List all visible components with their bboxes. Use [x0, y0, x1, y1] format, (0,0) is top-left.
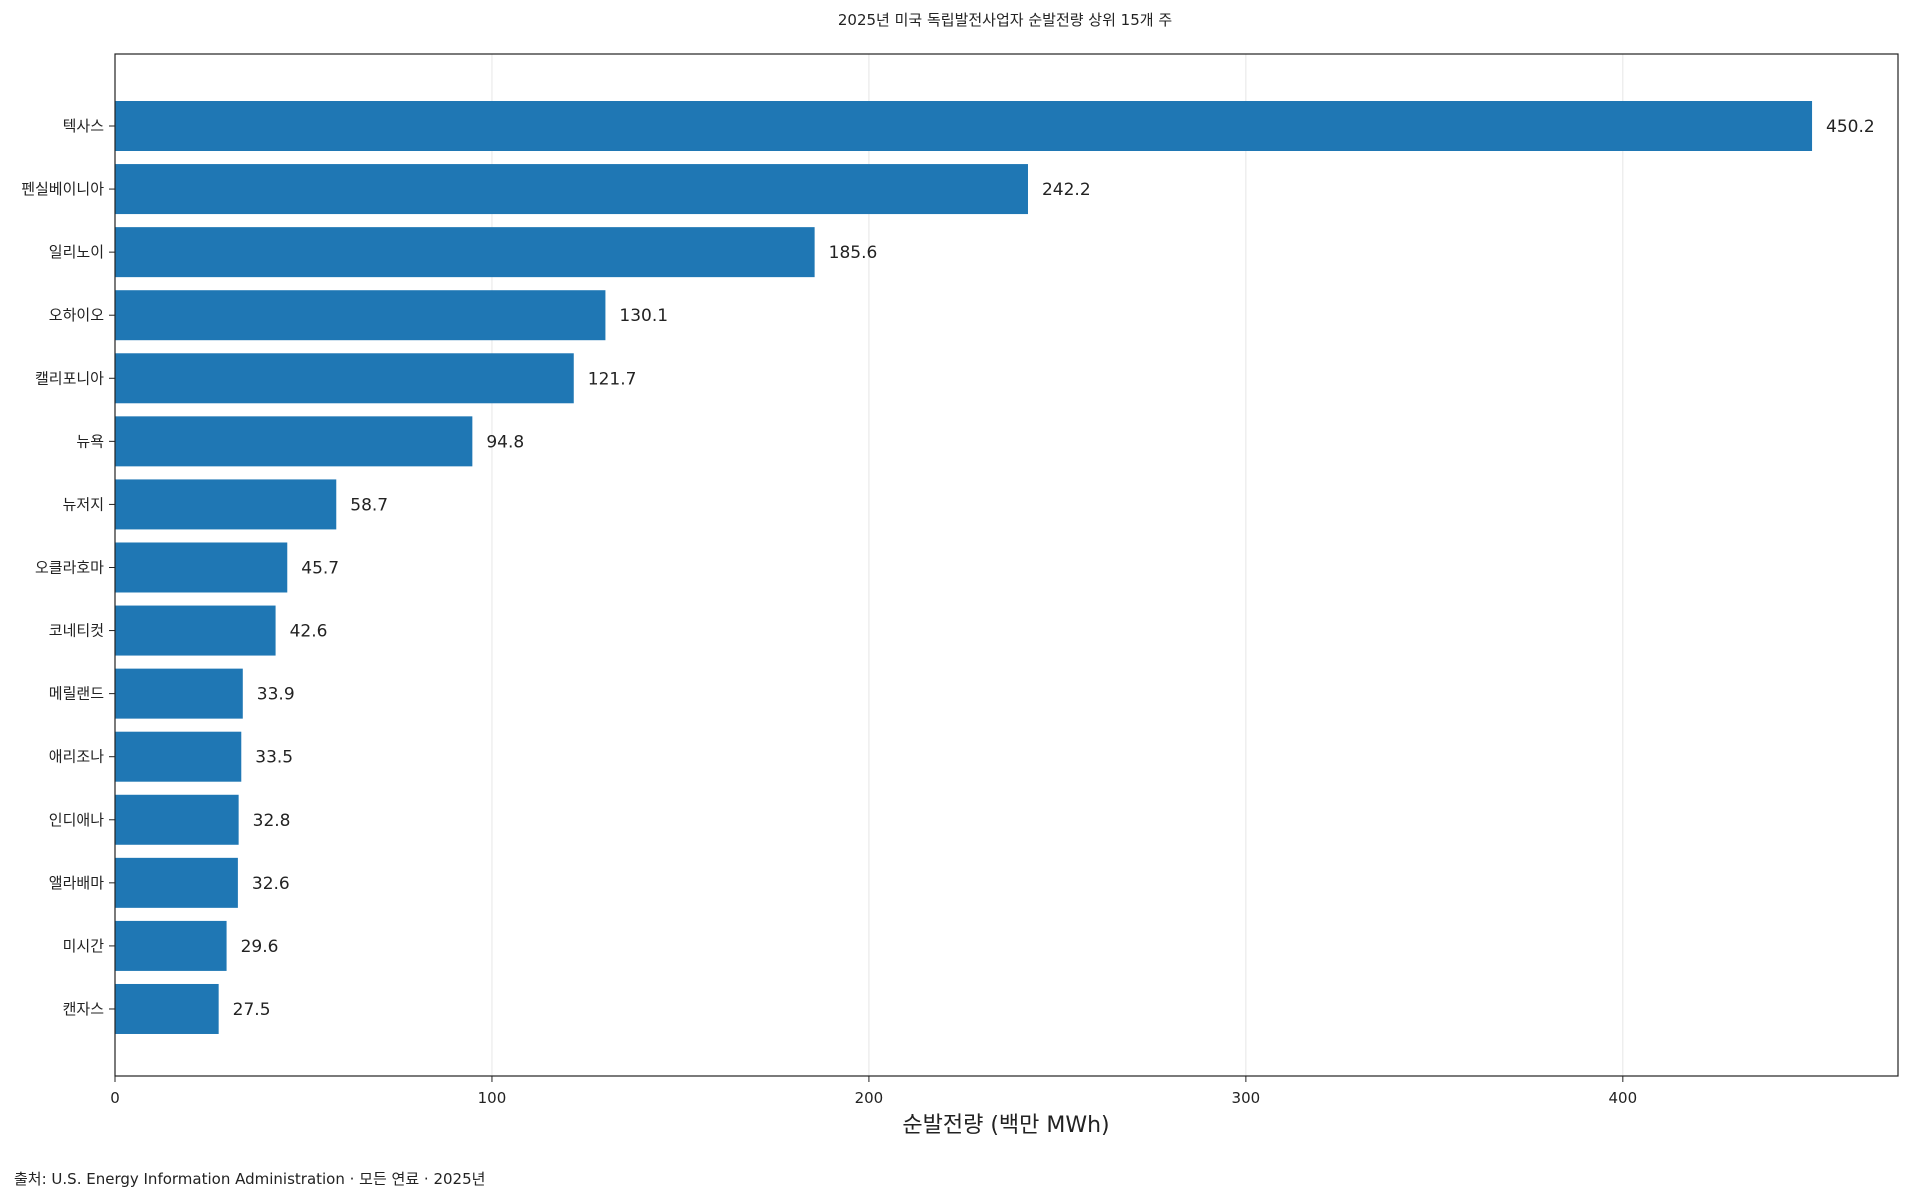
category-label: 인디애나: [49, 811, 104, 829]
data-label: 121.7: [588, 369, 637, 389]
category-labels: 텍사스펜실베이니아일리노이오하이오캘리포니아뉴욕뉴저지오클라호마코네티컷메릴랜드…: [21, 117, 115, 1018]
x-tick-label: 400: [1609, 1089, 1638, 1107]
data-label: 450.2: [1826, 117, 1875, 137]
data-label: 45.7: [301, 558, 339, 578]
data-label: 32.8: [253, 811, 291, 831]
x-tick-label: 300: [1232, 1089, 1261, 1107]
category-label: 코네티컷: [49, 622, 104, 640]
bar: [115, 290, 606, 341]
bar: [115, 605, 276, 656]
data-label: 94.8: [486, 432, 524, 452]
category-label: 일리노이: [49, 243, 104, 261]
x-tick-label: 0: [110, 1089, 120, 1107]
bar: [115, 668, 243, 719]
bar: [115, 416, 473, 467]
category-label: 캘리포니아: [35, 369, 104, 387]
x-tick-label: 200: [855, 1089, 884, 1107]
x-tick-label: 100: [478, 1089, 507, 1107]
category-label: 텍사스: [63, 117, 105, 135]
x-axis-label: 순발전량 (백만 MWh): [902, 1113, 1109, 1138]
source-note: 출처: U.S. Energy Information Administrati…: [14, 1170, 485, 1188]
category-label: 미시간: [63, 937, 105, 955]
category-label: 오하이오: [49, 306, 104, 324]
bar: [115, 794, 239, 845]
bar: [115, 731, 242, 782]
category-label: 뉴욕: [76, 432, 104, 450]
chart-title: 2025년 미국 독립발전사업자 순발전량 상위 15개 주: [838, 11, 1172, 29]
bars: [115, 101, 1813, 1034]
category-label: 펜실베이니아: [21, 180, 104, 198]
x-ticks: 0 100 200 300 400: [110, 1076, 1637, 1107]
data-label: 33.5: [255, 748, 293, 768]
data-label: 32.6: [252, 874, 290, 894]
bar: [115, 101, 1813, 151]
bar: [115, 479, 337, 530]
bar: [115, 542, 288, 593]
bar: [115, 983, 219, 1034]
bar: [115, 353, 574, 404]
plot-frame: [114, 53, 1899, 1077]
category-label: 오클라호마: [35, 558, 104, 576]
data-label: 27.5: [233, 1000, 271, 1020]
data-label: 33.9: [257, 685, 295, 705]
bar: [115, 920, 227, 971]
data-label: 58.7: [350, 495, 388, 515]
category-label: 메릴랜드: [49, 685, 104, 703]
bar: [115, 227, 815, 278]
category-label: 뉴저지: [63, 495, 104, 513]
data-label: 130.1: [619, 306, 668, 326]
data-label: 242.2: [1042, 180, 1091, 200]
bar: [115, 857, 238, 908]
data-label: 29.6: [241, 937, 279, 957]
category-label: 캔자스: [63, 1000, 105, 1018]
data-label: 42.6: [290, 622, 328, 642]
category-label: 앨라배마: [49, 874, 104, 892]
bar: [115, 164, 1028, 215]
category-label: 애리조나: [49, 748, 104, 766]
data-label: 185.6: [829, 243, 878, 263]
value-labels: 450.2 242.2 185.6 130.1 121.7 94.8 58.7 45.7 42.…: [233, 117, 1875, 1020]
